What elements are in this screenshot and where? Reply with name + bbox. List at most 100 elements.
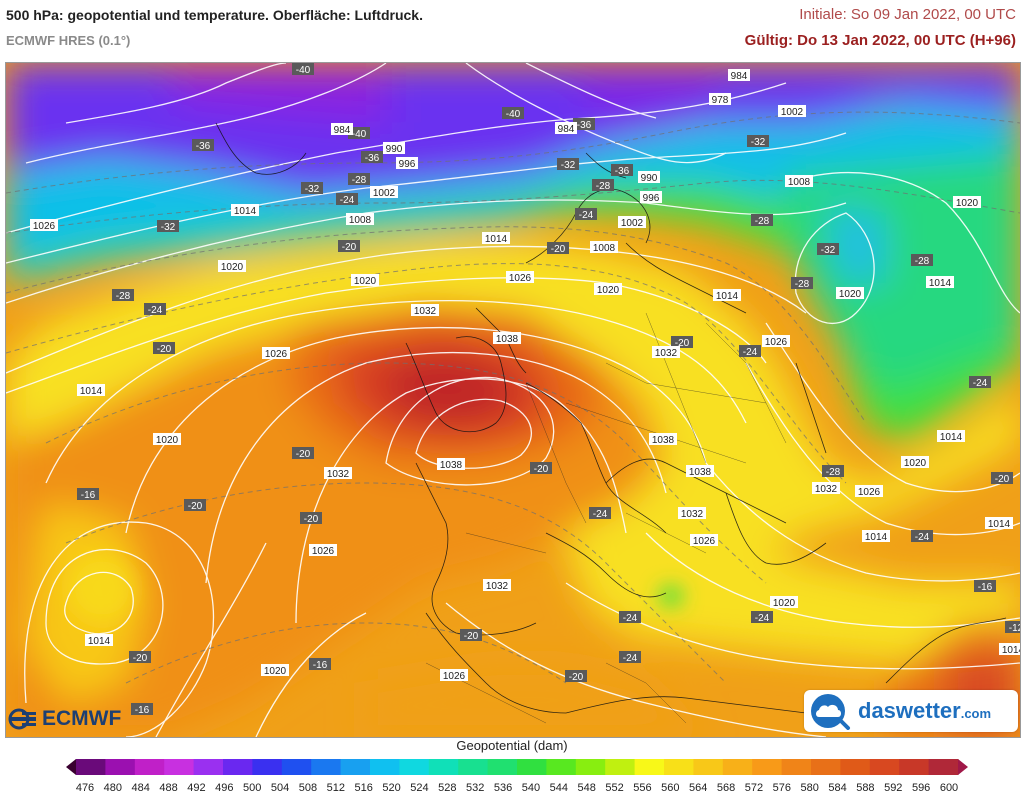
temperature-label: -28 xyxy=(911,254,933,267)
svg-text:-36: -36 xyxy=(365,153,380,164)
temperature-label: -20 xyxy=(547,242,569,255)
svg-text:-24: -24 xyxy=(755,613,770,624)
pressure-label: 1026 xyxy=(309,544,337,557)
pressure-label: 1014 xyxy=(862,530,890,543)
chart-title: 500 hPa: geopotential und temperature. O… xyxy=(6,7,423,23)
svg-text:990: 990 xyxy=(386,144,403,155)
pressure-label: 1014 xyxy=(926,276,954,289)
colorbar-tick-label: 540 xyxy=(521,782,541,794)
colorbar-swatch xyxy=(811,759,841,775)
daswetter-text: daswetter.com xyxy=(858,698,992,723)
colorbar-swatch xyxy=(252,759,283,775)
temperature-labels: -40 -40 -40 -36 -36 -36 -36 -32 -32 -32 -32 -32 -28 -… xyxy=(77,63,1020,716)
pressure-label: 978 xyxy=(709,93,731,106)
colorbar-swatch xyxy=(575,759,606,775)
temperature-label: -28 xyxy=(592,179,614,192)
svg-text:-28: -28 xyxy=(826,467,841,478)
temperature-label: -28 xyxy=(791,277,813,290)
colorbar-swatch xyxy=(458,759,489,775)
temperature-label: -24 xyxy=(751,611,773,624)
svg-text:-12: -12 xyxy=(1009,623,1020,634)
colorbar-swatch xyxy=(105,759,136,775)
svg-text:-32: -32 xyxy=(751,137,766,148)
svg-text:990: 990 xyxy=(641,173,658,184)
temperature-label: -32 xyxy=(157,220,179,233)
colorbar-swatch xyxy=(134,759,165,775)
temperature-label: -16 xyxy=(131,703,153,716)
ecmwf-logo: ECMWF xyxy=(8,707,121,731)
colorbar-swatch xyxy=(634,759,665,775)
svg-text:1026: 1026 xyxy=(443,671,466,682)
header-right: Initiale: So 09 Jan 2022, 00 UTC Gültig:… xyxy=(745,6,1016,50)
colorbar-swatch xyxy=(899,759,930,775)
svg-text:-36: -36 xyxy=(615,166,630,177)
svg-text:-28: -28 xyxy=(352,175,367,186)
pressure-label: 1008 xyxy=(590,241,618,254)
svg-text:1026: 1026 xyxy=(693,536,716,547)
svg-text:-20: -20 xyxy=(188,501,203,512)
colorbar-tick-label: 572 xyxy=(744,782,764,794)
svg-text:1014: 1014 xyxy=(988,519,1011,530)
pressure-label: 1026 xyxy=(30,219,58,232)
svg-text:-28: -28 xyxy=(116,291,131,302)
colorbar-swatch xyxy=(76,759,106,775)
pressure-label: 1002 xyxy=(778,105,806,118)
colorbar-tick-label: 488 xyxy=(159,782,178,794)
svg-text:1026: 1026 xyxy=(265,349,288,360)
weather-map[interactable]: -40 -40 -40 -36 -36 -36 -36 -32 -32 -32 -32 -32 -28 -… xyxy=(5,62,1021,738)
colorbar-tick-label: 480 xyxy=(103,782,123,794)
pressure-label: 1026 xyxy=(262,347,290,360)
daswetter-logo[interactable]: daswetter.com xyxy=(804,690,1018,732)
temperature-label: -20 xyxy=(300,512,322,525)
colorbar-tick-label: 532 xyxy=(466,782,485,794)
pressure-label: 1014 xyxy=(713,289,741,302)
header-left: 500 hPa: geopotential und temperature. O… xyxy=(6,6,423,50)
pressure-label: 1014 xyxy=(77,384,105,397)
pressure-label: 1032 xyxy=(812,482,840,495)
svg-text:-20: -20 xyxy=(675,338,690,349)
pressure-label: 1032 xyxy=(411,304,439,317)
svg-text:1032: 1032 xyxy=(327,469,350,480)
colorbar-swatch xyxy=(605,759,636,775)
pressure-label: 1026 xyxy=(762,335,790,348)
colorbar-swatch xyxy=(958,759,968,775)
colorbar-swatch xyxy=(928,759,959,775)
svg-text:-16: -16 xyxy=(313,660,328,671)
colorbar-tick-label: 528 xyxy=(438,782,457,794)
pressure-label: 1020 xyxy=(594,283,622,296)
colorbar-tick-label: 520 xyxy=(382,782,401,794)
colorbar-swatch xyxy=(193,759,224,775)
pressure-label: 1020 xyxy=(953,196,981,209)
svg-text:-28: -28 xyxy=(755,216,770,227)
colorbar-swatch xyxy=(223,759,253,775)
ecmwf-logo-text: ECMWF xyxy=(42,707,122,730)
svg-text:984: 984 xyxy=(731,71,748,82)
pressure-label: 1026 xyxy=(855,485,883,498)
svg-text:-20: -20 xyxy=(296,449,311,460)
temperature-label: -36 xyxy=(192,139,214,152)
pressure-label: 1008 xyxy=(785,175,813,188)
temperature-label: -20 xyxy=(530,462,552,475)
temperature-label: -24 xyxy=(589,507,611,520)
colorbar-swatch xyxy=(428,759,459,775)
temperature-label: -20 xyxy=(184,499,206,512)
svg-text:1014: 1014 xyxy=(716,291,739,302)
svg-text:-32: -32 xyxy=(821,245,836,256)
svg-text:-28: -28 xyxy=(915,256,930,267)
colorbar-tick-label: 600 xyxy=(939,782,959,794)
pressure-label: 990 xyxy=(383,142,405,155)
colorbar-swatch xyxy=(370,759,400,775)
svg-text:1014: 1014 xyxy=(80,386,103,397)
temperature-label: -36 xyxy=(361,151,383,164)
pressure-label: 1020 xyxy=(153,433,181,446)
colorbar-swatch xyxy=(487,759,518,775)
svg-text:-20: -20 xyxy=(995,474,1010,485)
pressure-label: 1008 xyxy=(346,213,374,226)
colorbar-tick-label: 592 xyxy=(884,782,903,794)
svg-text:-36: -36 xyxy=(196,141,211,152)
temperature-label: -40 xyxy=(348,127,370,140)
colorbar-title: Geopotential (dam) xyxy=(456,738,568,753)
svg-text:-24: -24 xyxy=(340,195,355,206)
colorbar-tick-label: 516 xyxy=(354,782,373,794)
ecmwf-logo-icon xyxy=(8,708,36,730)
